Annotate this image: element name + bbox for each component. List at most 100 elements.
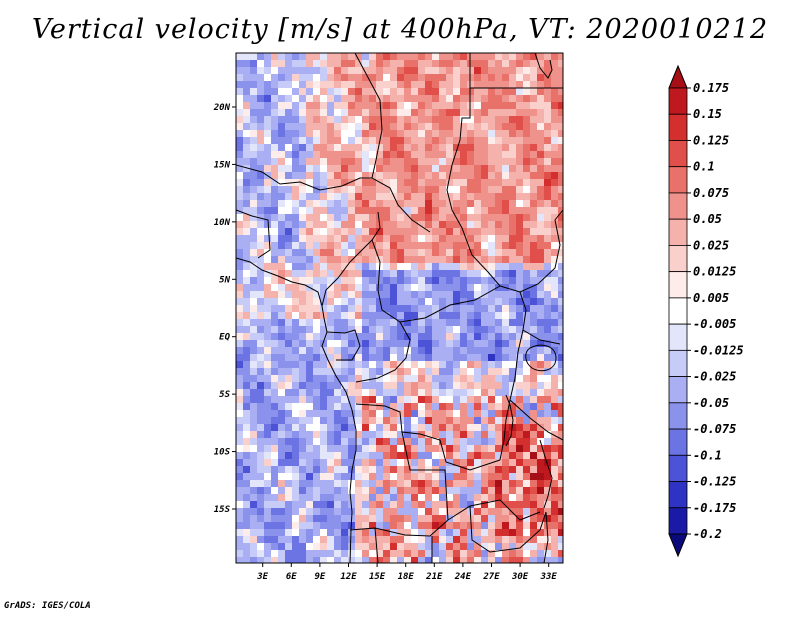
field-cell — [320, 473, 327, 480]
field-cell — [243, 67, 250, 74]
field-cell — [334, 116, 341, 123]
field-cell — [460, 158, 467, 165]
field-cell — [313, 375, 320, 382]
field-cell — [313, 389, 320, 396]
field-cell — [488, 473, 495, 480]
field-cell — [285, 60, 292, 67]
field-cell — [243, 543, 250, 550]
field-cell — [397, 158, 404, 165]
field-cell — [481, 396, 488, 403]
field-cell — [558, 536, 563, 543]
field-cell — [278, 179, 285, 186]
field-cell — [523, 277, 530, 284]
field-cell — [390, 431, 397, 438]
field-cell — [257, 256, 264, 263]
field-cell — [509, 550, 516, 557]
field-cell — [341, 123, 348, 130]
field-cell — [558, 193, 563, 200]
field-cell — [236, 144, 243, 151]
field-cell — [341, 340, 348, 347]
field-cell — [404, 130, 411, 137]
field-cell — [299, 165, 306, 172]
field-cell — [250, 340, 257, 347]
field-cell — [383, 522, 390, 529]
x-tick-label: 24E — [454, 572, 472, 582]
field-cell — [439, 431, 446, 438]
field-cell — [544, 501, 551, 508]
field-cell — [299, 515, 306, 522]
field-cell — [397, 340, 404, 347]
field-cell — [516, 354, 523, 361]
field-cell — [376, 466, 383, 473]
field-cell — [383, 249, 390, 256]
field-cell — [264, 445, 271, 452]
border-sahel-west — [236, 164, 372, 191]
field-cell — [299, 242, 306, 249]
field-cell — [425, 256, 432, 263]
field-cell — [362, 228, 369, 235]
field-cell — [320, 508, 327, 515]
field-cell — [551, 368, 558, 375]
field-cell — [271, 81, 278, 88]
field-cell — [411, 172, 418, 179]
field-cell — [446, 200, 453, 207]
field-cell — [369, 249, 376, 256]
field-cell — [474, 263, 481, 270]
field-cell — [327, 403, 334, 410]
field-cell — [453, 480, 460, 487]
field-cell — [516, 235, 523, 242]
field-cell — [488, 340, 495, 347]
field-cell — [334, 165, 341, 172]
field-cell — [544, 53, 551, 60]
field-cell — [488, 158, 495, 165]
field-cell — [236, 557, 243, 563]
field-cell — [376, 354, 383, 361]
field-cell — [509, 221, 516, 228]
field-cell — [460, 235, 467, 242]
field-cell — [306, 319, 313, 326]
field-cell — [425, 116, 432, 123]
field-cell — [474, 305, 481, 312]
field-cell — [236, 431, 243, 438]
field-cell — [558, 109, 563, 116]
field-cell — [369, 557, 376, 563]
field-cell — [264, 550, 271, 557]
field-cell — [390, 424, 397, 431]
field-cell — [558, 116, 563, 123]
field-cell — [439, 319, 446, 326]
field-cell — [502, 214, 509, 221]
field-cell — [299, 431, 306, 438]
field-cell — [348, 382, 355, 389]
field-cell — [453, 375, 460, 382]
field-cell — [320, 95, 327, 102]
field-cell — [320, 144, 327, 151]
field-cell — [446, 81, 453, 88]
field-cell — [551, 312, 558, 319]
field-cell — [474, 60, 481, 67]
field-cell — [516, 333, 523, 340]
field-cell — [495, 389, 502, 396]
field-cell — [390, 417, 397, 424]
field-cell — [446, 417, 453, 424]
field-cell — [243, 417, 250, 424]
field-cell — [432, 95, 439, 102]
field-cell — [264, 522, 271, 529]
red-sea-coast — [534, 53, 553, 79]
field-cell — [369, 193, 376, 200]
field-cell — [278, 410, 285, 417]
field-cell — [355, 242, 362, 249]
field-cell — [474, 179, 481, 186]
field-cell — [355, 452, 362, 459]
field-cell — [439, 438, 446, 445]
field-cell — [446, 137, 453, 144]
field-cell — [383, 270, 390, 277]
field-cell — [411, 102, 418, 109]
field-cell — [544, 151, 551, 158]
field-cell — [264, 256, 271, 263]
field-cell — [257, 368, 264, 375]
field-cell — [453, 368, 460, 375]
field-cell — [516, 543, 523, 550]
field-cell — [327, 172, 334, 179]
field-cell — [257, 60, 264, 67]
field-cell — [271, 438, 278, 445]
